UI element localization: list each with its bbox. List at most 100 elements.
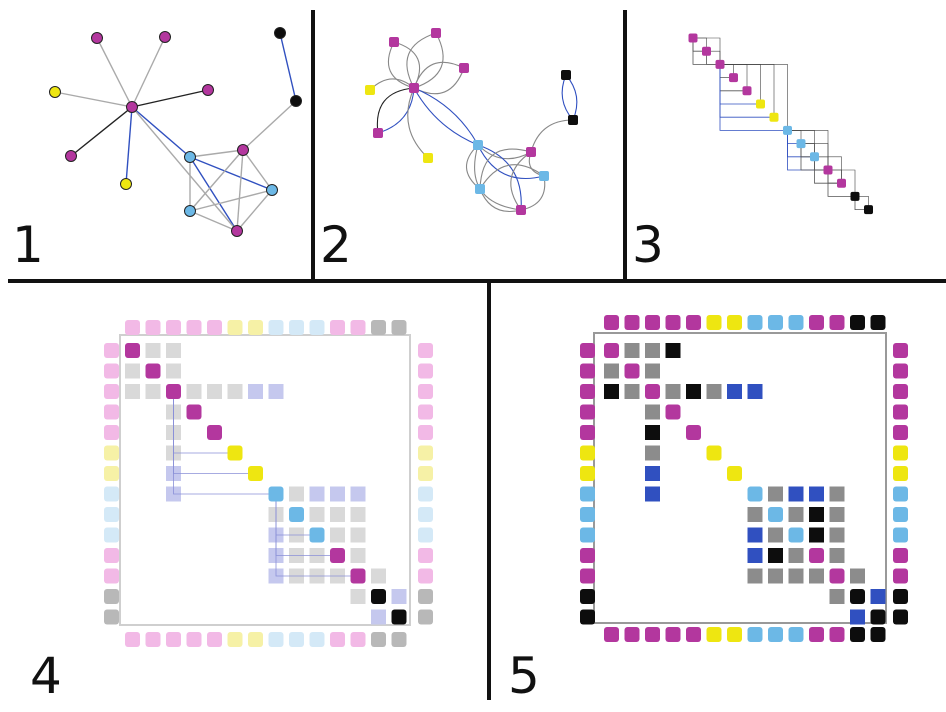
p5-diag-node	[870, 609, 886, 625]
p5-cell	[645, 486, 660, 502]
p4-bottom-node	[330, 632, 345, 647]
p4-cell	[330, 486, 345, 502]
panel-4-matrix-cells	[125, 343, 407, 625]
panel-2-curved-edge-graph	[365, 28, 578, 215]
p2-edge	[413, 32, 444, 89]
p2-node	[373, 128, 383, 138]
p5-cell	[624, 343, 640, 358]
panel-5-diagonal-nodes	[604, 343, 886, 625]
p4-bottom-node	[227, 632, 243, 647]
p2-edge	[413, 87, 479, 146]
panel-2-edges	[369, 32, 578, 212]
p5-top-node	[727, 315, 742, 330]
p4-right-node	[418, 507, 433, 522]
panel-1-label: 1	[12, 216, 44, 274]
p2-node	[409, 83, 419, 93]
p5-right-node	[893, 445, 908, 461]
panel-4-label: 4	[30, 647, 62, 705]
p5-cell	[747, 527, 763, 543]
p4-diag-node	[268, 486, 284, 502]
p4-cell	[350, 589, 366, 604]
p4-top-node	[125, 320, 140, 335]
p5-top-node	[645, 315, 660, 330]
p5-bottom-node	[686, 627, 701, 642]
p5-right-node	[893, 404, 908, 420]
p2-node	[561, 70, 571, 80]
p5-bottom-node	[665, 627, 681, 642]
panel-1-node-link-graph	[49, 27, 302, 237]
p4-bottom-node	[248, 632, 263, 647]
p4-left-node	[104, 363, 119, 379]
p5-top-node	[829, 315, 845, 330]
p2-edge	[377, 87, 415, 134]
p4-bottom-node	[268, 632, 284, 647]
p4-bottom-node	[207, 632, 222, 647]
p3-node	[688, 33, 698, 43]
p4-diag-node	[371, 589, 386, 604]
p5-left-node	[580, 568, 595, 584]
p4-top-node	[289, 320, 304, 335]
p5-cell	[686, 384, 701, 399]
p3-node	[756, 99, 765, 109]
p2-edge	[406, 32, 437, 89]
p4-bottom-node	[125, 632, 140, 647]
p2-edge	[479, 148, 532, 190]
p5-cell	[645, 445, 660, 461]
p2-node	[568, 115, 578, 125]
p4-cell	[125, 384, 140, 399]
p3-node	[796, 139, 806, 149]
p5-right-node	[893, 343, 908, 358]
p3-edge	[720, 64, 761, 104]
p4-left-node	[104, 486, 119, 502]
p5-bottom-node	[829, 627, 845, 642]
p3-edge	[787, 130, 828, 171]
p4-right-node	[418, 445, 433, 461]
p4-diag-node	[391, 609, 407, 625]
p4-top-node	[330, 320, 345, 335]
p4-right-node	[418, 589, 433, 604]
p1-node	[266, 184, 278, 196]
p4-top-node	[186, 320, 202, 335]
p2-edge	[479, 164, 545, 190]
panel-4-matrix-frame	[119, 334, 411, 626]
panel-4-border-nodes	[104, 320, 433, 647]
panel-3-diagonal-layout	[688, 33, 873, 215]
p5-right-node	[893, 589, 908, 604]
p5-top-node	[747, 315, 763, 330]
p4-left-node	[104, 425, 119, 440]
p1-edge	[189, 149, 244, 158]
p4-left-node	[104, 343, 119, 358]
p4-left-node	[104, 527, 119, 543]
p4-diag-node	[145, 363, 161, 379]
p4-right-node	[418, 404, 433, 420]
p1-edge	[131, 106, 191, 158]
p5-right-node	[893, 507, 908, 522]
p5-left-node	[580, 363, 595, 379]
p5-cell	[747, 507, 763, 522]
p5-bottom-node	[747, 627, 763, 642]
p5-bottom-node	[706, 627, 722, 642]
p3-node	[715, 59, 725, 69]
p5-right-node	[893, 548, 908, 563]
p5-bottom-node	[870, 627, 886, 642]
p3-edge	[827, 170, 855, 197]
p5-left-node	[580, 445, 595, 461]
p4-top-node	[309, 320, 325, 335]
panel-3-nodes	[688, 33, 873, 215]
p5-left-node	[580, 384, 595, 399]
p4-diag-node	[309, 527, 325, 543]
p5-left-node	[580, 527, 595, 543]
p5-cell	[706, 384, 722, 399]
panel-2-nodes	[365, 28, 578, 215]
p2-edge	[376, 87, 415, 134]
p5-cell	[768, 568, 783, 584]
p3-node	[769, 112, 779, 122]
p5-right-node	[893, 486, 908, 502]
p2-edge	[465, 144, 481, 190]
p4-top-node	[248, 320, 263, 335]
p1-node	[65, 150, 77, 162]
p5-right-node	[893, 609, 908, 625]
p5-right-node	[893, 363, 908, 379]
p2-node	[365, 85, 375, 95]
